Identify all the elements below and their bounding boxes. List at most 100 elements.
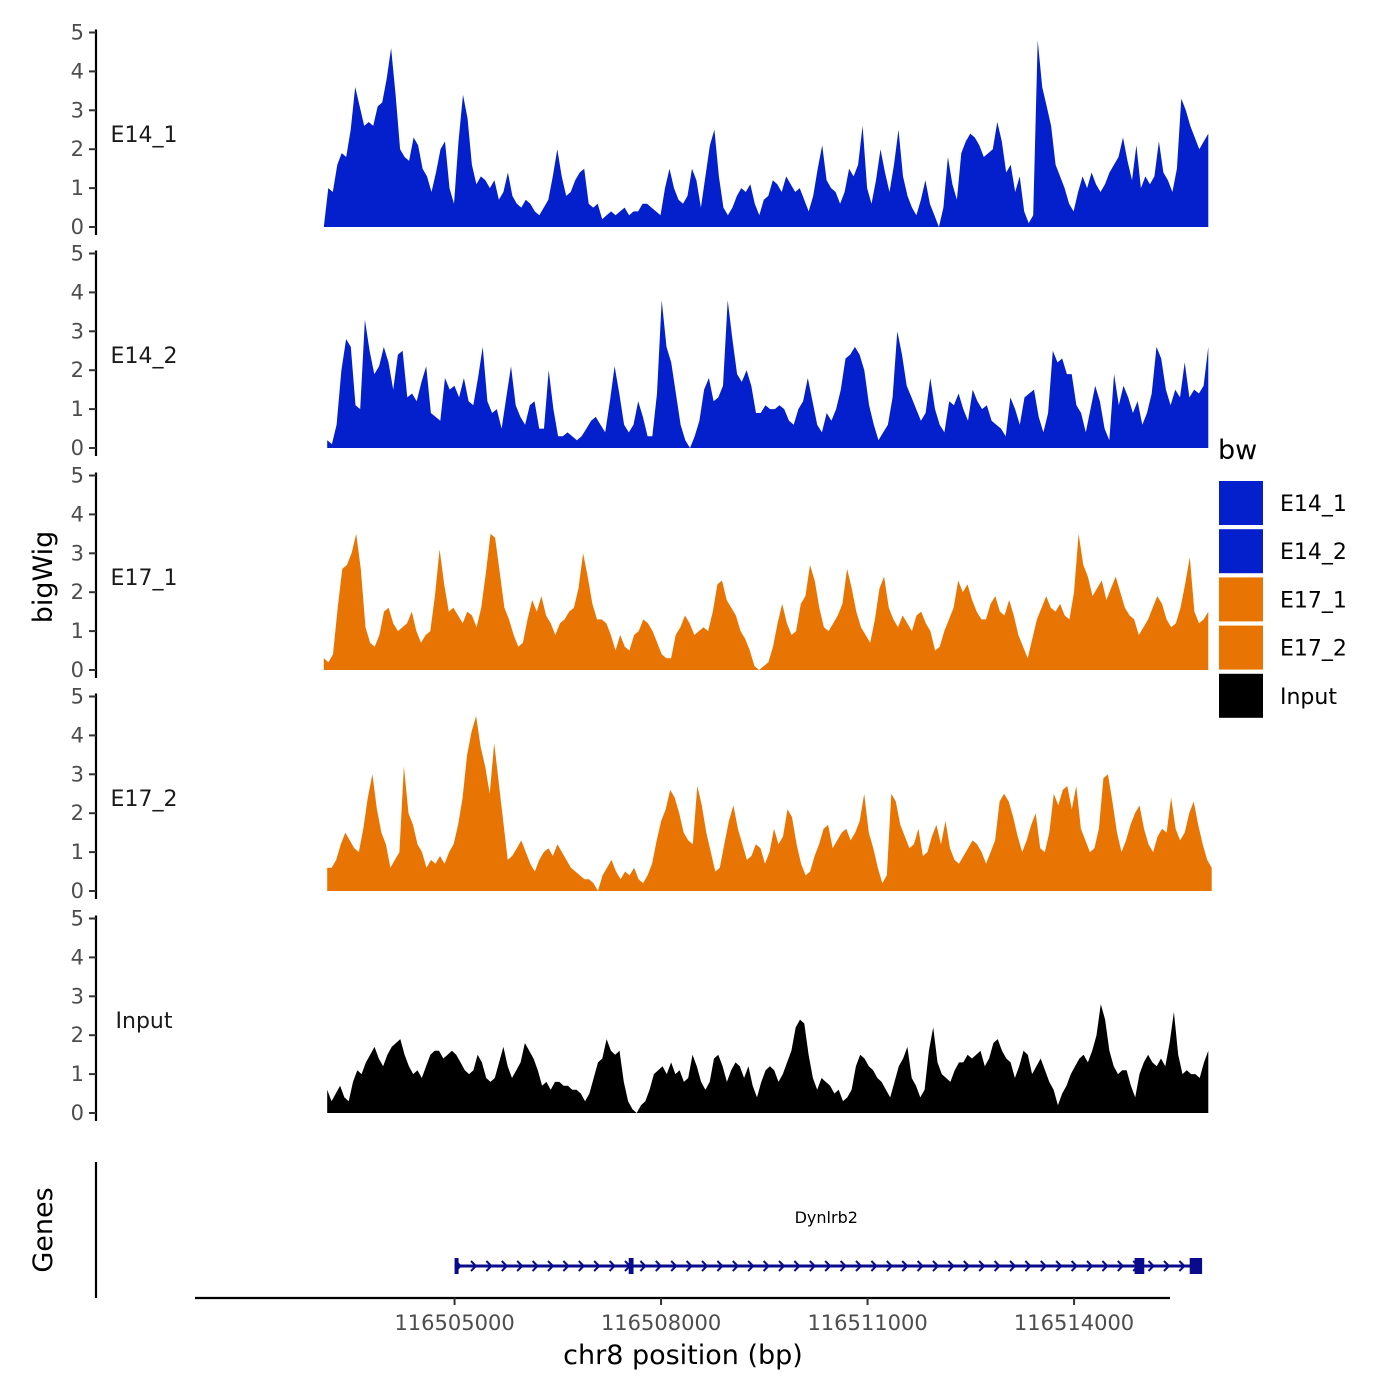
strand-arrow <box>839 1260 847 1272</box>
legend-key <box>1219 577 1263 622</box>
strand-arrow <box>747 1260 755 1272</box>
y-tick-label: 2 <box>71 137 84 161</box>
track-label: E14_1 <box>111 123 178 148</box>
legend-item: E14_1 <box>1219 481 1347 525</box>
track-E17_2: 0 1 2 3 4 5 E17_2 <box>71 685 1212 903</box>
strand-arrow <box>932 1260 940 1272</box>
y-tick-label: 1 <box>71 1062 84 1086</box>
y-tick-label: 4 <box>71 945 84 969</box>
strand-arrow <box>685 1260 693 1272</box>
strand-arrow <box>670 1260 678 1272</box>
strand-arrow <box>593 1260 601 1272</box>
strand-arrow <box>901 1260 909 1272</box>
track-label: E17_1 <box>111 566 178 591</box>
y-tick-label: 4 <box>71 502 84 526</box>
gene-name-label: Dynlrb2 <box>795 1208 858 1227</box>
track-label: Input <box>116 1009 173 1034</box>
strand-arrow <box>1070 1260 1078 1272</box>
strand-arrow <box>547 1260 555 1272</box>
strand-arrow <box>916 1260 924 1272</box>
strand-arrow <box>531 1260 539 1272</box>
strand-arrow <box>1055 1260 1063 1272</box>
genes-panel: Genes Dynlrb2 <box>28 1162 1203 1298</box>
strand-arrow <box>501 1260 509 1272</box>
legend-key <box>1219 481 1263 525</box>
strand-arrow <box>778 1260 786 1272</box>
exon <box>1134 1258 1145 1274</box>
strand-arrow <box>578 1260 586 1272</box>
y-tick-label: 1 <box>71 176 84 200</box>
strand-arrow <box>762 1260 770 1272</box>
coverage-tracks: 0 1 2 3 4 5 E14_1 0 1 2 3 4 5 E14_2 0 1 2 3 4 5 E17_1 0 1 2 3 4 5 E… <box>71 21 1212 1125</box>
area-E17_1 <box>323 533 1209 670</box>
strand-arrow <box>993 1260 1001 1272</box>
legend-key <box>1219 529 1263 574</box>
legend-label: Input <box>1280 685 1337 710</box>
legend-label: E17_1 <box>1280 588 1347 613</box>
strand-arrow <box>963 1260 971 1272</box>
strand-arrow <box>1101 1260 1109 1272</box>
legend-item: E17_1 <box>1219 577 1347 622</box>
y-tick-label: 5 <box>71 242 84 266</box>
track-Input: 0 1 2 3 4 5 Input <box>71 907 1209 1125</box>
y-tick-label: 3 <box>71 762 84 786</box>
track-label: E14_2 <box>111 344 178 369</box>
strand-arrow <box>639 1260 647 1272</box>
x-tick-label: 116505000 <box>394 1311 514 1335</box>
x-tick-label: 116508000 <box>601 1311 721 1335</box>
strand-arrow <box>824 1260 832 1272</box>
legend-label: E14_2 <box>1280 540 1347 565</box>
exon <box>1189 1258 1203 1274</box>
y-tick-label: 5 <box>71 907 84 931</box>
legend-key <box>1219 625 1263 670</box>
track-E14_2: 0 1 2 3 4 5 E14_2 <box>71 242 1209 460</box>
area-Input <box>327 1004 1209 1113</box>
legend-items: E14_1 E14_2 E17_1 E17_2 Input <box>1219 481 1347 718</box>
legend-title: bw <box>1218 435 1257 466</box>
legend-key <box>1219 673 1263 718</box>
strand-arrow <box>1163 1260 1171 1272</box>
strand-arrow <box>732 1260 740 1272</box>
y-tick-label: 4 <box>71 59 84 83</box>
strand-arrow <box>485 1260 493 1272</box>
track-E14_1: 0 1 2 3 4 5 E14_1 <box>71 21 1209 239</box>
y-tick-label: 2 <box>71 1023 84 1047</box>
y-tick-label: 2 <box>71 358 84 382</box>
strand-arrow <box>716 1260 724 1272</box>
strand-arrow <box>947 1260 955 1272</box>
legend-label: E17_2 <box>1280 637 1347 662</box>
y-tick-label: 1 <box>71 397 84 421</box>
area-E17_2 <box>327 716 1212 891</box>
strand-arrow <box>886 1260 894 1272</box>
strand-arrow <box>809 1260 817 1272</box>
area-E14_1 <box>323 40 1209 227</box>
strand-arrow <box>608 1260 616 1272</box>
strand-arrow <box>655 1260 663 1272</box>
y-tick-label: 2 <box>71 580 84 604</box>
genes-axis-title: Genes <box>28 1187 59 1272</box>
strand-arrow <box>470 1260 478 1272</box>
x-axis-title: chr8 position (bp) <box>563 1340 803 1371</box>
y-tick-label: 0 <box>71 215 84 239</box>
legend-item: Input <box>1219 673 1337 718</box>
exon <box>628 1258 634 1274</box>
y-tick-label: 5 <box>71 464 84 488</box>
legend-label: E14_1 <box>1280 492 1347 517</box>
x-tick-label: 116511000 <box>807 1311 927 1335</box>
track-E17_1: 0 1 2 3 4 5 E17_1 <box>71 464 1209 682</box>
y-tick-label: 3 <box>71 984 84 1008</box>
y-tick-label: 3 <box>71 319 84 343</box>
x-axis: 116505000 116508000 116511000 116514000 chr… <box>195 1296 1170 1371</box>
y-tick-label: 0 <box>71 436 84 460</box>
strand-arrow <box>1009 1260 1017 1272</box>
x-tick-label: 116514000 <box>1014 1311 1134 1335</box>
y-tick-label: 1 <box>71 840 84 864</box>
strand-arrow <box>1086 1260 1094 1272</box>
legend-item: E14_2 <box>1219 529 1347 574</box>
strand-arrow <box>516 1260 524 1272</box>
strand-arrow <box>1040 1260 1048 1272</box>
strand-arrow <box>701 1260 709 1272</box>
strand-arrow <box>978 1260 986 1272</box>
track-label: E17_2 <box>111 787 178 812</box>
